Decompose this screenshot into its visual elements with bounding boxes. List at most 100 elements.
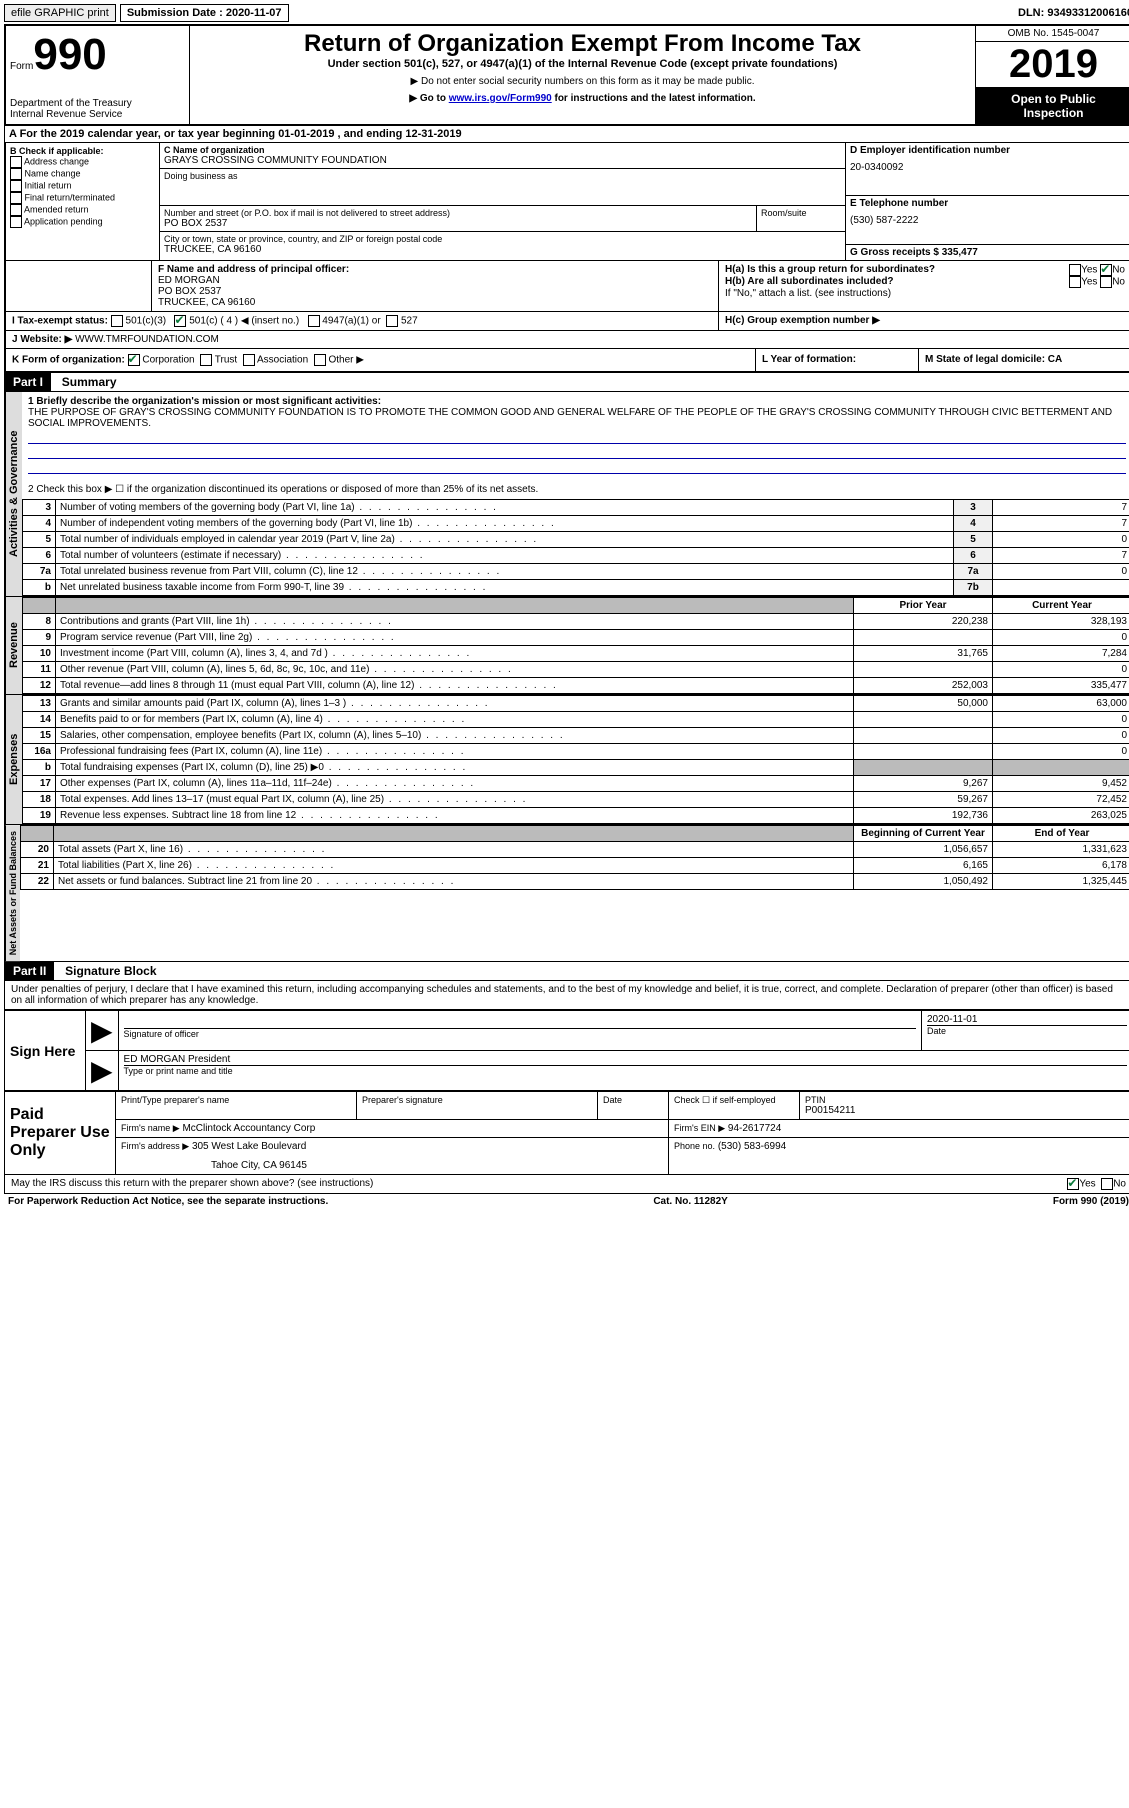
governance-table: 3Number of voting members of the governi… (22, 499, 1129, 596)
chk-527[interactable] (386, 315, 398, 327)
chk-ha-no[interactable] (1100, 264, 1112, 276)
j-label: J Website: ▶ (12, 334, 72, 345)
phone-value: (530) 587-2222 (850, 215, 1127, 226)
firm-ein: 94-2617724 (728, 1123, 781, 1134)
net-table: Beginning of Current YearEnd of Year20To… (20, 825, 1129, 890)
brief-label: 1 Briefly describe the organization's mi… (28, 396, 1126, 407)
sig-date-label: Date (927, 1026, 1127, 1036)
submission-date: Submission Date : 2020-11-07 (120, 4, 289, 22)
summary-net: Net Assets or Fund Balances Beginning of… (4, 825, 1129, 962)
chk-corp[interactable] (128, 354, 140, 366)
form-prefix: Form (10, 61, 33, 72)
chk-trust[interactable] (200, 354, 212, 366)
c-name-label: C Name of organization (164, 145, 841, 155)
dba-label: Doing business as (164, 171, 841, 181)
firm-phone: (530) 583-6994 (718, 1141, 786, 1152)
addr-label: Number and street (or P.O. box if mail i… (164, 208, 752, 218)
chk-pending[interactable] (10, 216, 22, 228)
dept-line2: Internal Revenue Service (10, 109, 185, 120)
vtab-revenue: Revenue (5, 597, 22, 694)
discuss-text: May the IRS discuss this return with the… (11, 1178, 373, 1190)
perjury-text: Under penalties of perjury, I declare th… (4, 981, 1129, 1010)
top-bar: efile GRAPHIC print Submission Date : 20… (4, 4, 1129, 22)
opt-corp: Corporation (142, 355, 194, 366)
opt-trust: Trust (215, 355, 237, 366)
summary-governance: Activities & Governance 1 Briefly descri… (4, 392, 1129, 597)
firm-addr2: Tahoe City, CA 96145 (121, 1160, 663, 1171)
opt-501c3: 501(c)(3) (126, 316, 167, 327)
col-b: B Check if applicable: Address change Na… (6, 143, 160, 260)
vtab-governance: Activities & Governance (5, 392, 22, 596)
opt-501c: 501(c) ( 4 ) ◀ (insert no.) (189, 316, 299, 327)
chk-other[interactable] (314, 354, 326, 366)
l-label: L Year of formation: (762, 354, 856, 365)
opt-527: 527 (401, 316, 418, 327)
sig-date-value: 2020-11-01 (927, 1014, 1127, 1025)
chk-assoc[interactable] (243, 354, 255, 366)
opt-initial: Initial return (25, 180, 72, 190)
ein-value: 20-0340092 (850, 162, 1127, 173)
omb-number: OMB No. 1545-0047 (976, 26, 1129, 42)
paid-label: Paid Preparer Use Only (5, 1092, 116, 1175)
chk-501c[interactable] (174, 315, 186, 327)
opt-assoc: Association (257, 355, 308, 366)
chk-initial[interactable] (10, 180, 22, 192)
footer: For Paperwork Reduction Act Notice, see … (4, 1194, 1129, 1209)
sig-name-label: Type or print name and title (124, 1066, 1127, 1076)
subtitle-1: Under section 501(c), 527, or 4947(a)(1)… (194, 58, 971, 70)
form-title: Return of Organization Exempt From Incom… (194, 30, 971, 58)
sig-name-value: ED MORGAN President (124, 1054, 1127, 1065)
dln: DLN: 93493312006160 (1018, 7, 1129, 19)
footer-right: Form 990 (2019) (1053, 1196, 1129, 1207)
chk-hb-yes[interactable] (1069, 276, 1081, 288)
chk-amended[interactable] (10, 204, 22, 216)
chk-name[interactable] (10, 168, 22, 180)
k-label: K Form of organization: (12, 355, 125, 366)
chk-final[interactable] (10, 192, 22, 204)
part2-header: Part II (5, 962, 54, 980)
row-a: A For the 2019 calendar year, or tax yea… (4, 126, 1129, 143)
chk-discuss-no[interactable] (1101, 1178, 1113, 1190)
efile-btn[interactable]: efile GRAPHIC print (4, 4, 116, 22)
chk-discuss-yes[interactable] (1067, 1178, 1079, 1190)
col-d: D Employer identification number 20-0340… (845, 143, 1129, 260)
goto-pre: ▶ Go to (409, 93, 448, 104)
chk-address[interactable] (10, 156, 22, 168)
sign-here-label: Sign Here (5, 1011, 86, 1091)
section-fh: F Name and address of principal officer:… (4, 261, 1129, 312)
org-name: GRAYS CROSSING COMMUNITY FOUNDATION (164, 155, 841, 166)
i-label: I Tax-exempt status: (12, 316, 108, 327)
chk-hb-no[interactable] (1100, 276, 1112, 288)
footer-center: Cat. No. 11282Y (653, 1196, 727, 1207)
firm-ein-label: Firm's EIN ▶ (674, 1123, 725, 1133)
d-label: D Employer identification number (850, 145, 1127, 156)
opt-other: Other ▶ (328, 355, 363, 366)
footer-left: For Paperwork Reduction Act Notice, see … (8, 1196, 328, 1207)
website-value: WWW.TMRFOUNDATION.COM (75, 334, 219, 345)
street-address: PO BOX 2537 (164, 218, 752, 229)
form990-link[interactable]: www.irs.gov/Form990 (449, 93, 552, 104)
ptin-value: P00154211 (805, 1105, 1127, 1116)
section-bcd: B Check if applicable: Address change Na… (4, 143, 1129, 261)
goto-post: for instructions and the latest informat… (552, 93, 756, 104)
chk-501c3[interactable] (111, 315, 123, 327)
part2-title: Signature Block (57, 964, 156, 978)
sign-here-table: Sign Here ▶ Signature of officer 2020-11… (4, 1010, 1129, 1091)
row-klm: K Form of organization: Corporation Trus… (4, 349, 1129, 373)
chk-ha-yes[interactable] (1069, 264, 1081, 276)
m-label: M State of legal domicile: CA (925, 354, 1062, 365)
ptin-label: PTIN (805, 1095, 1127, 1105)
opt-address: Address change (24, 156, 89, 166)
chk-4947[interactable] (308, 315, 320, 327)
dept-line1: Department of the Treasury (10, 98, 185, 109)
form-number: 990 (33, 30, 106, 79)
firm-phone-label: Phone no. (674, 1141, 715, 1151)
vtab-net: Net Assets or Fund Balances (5, 825, 20, 961)
tax-year: 2019 (976, 42, 1129, 88)
col-c: C Name of organization GRAYS CROSSING CO… (160, 143, 845, 260)
prep-name-label: Print/Type preparer's name (121, 1095, 351, 1105)
prep-date-label: Date (603, 1095, 663, 1105)
summary-revenue: Revenue Prior YearCurrent Year8Contribut… (4, 597, 1129, 695)
opt-4947: 4947(a)(1) or (322, 316, 380, 327)
firm-addr-label: Firm's address ▶ (121, 1141, 189, 1151)
